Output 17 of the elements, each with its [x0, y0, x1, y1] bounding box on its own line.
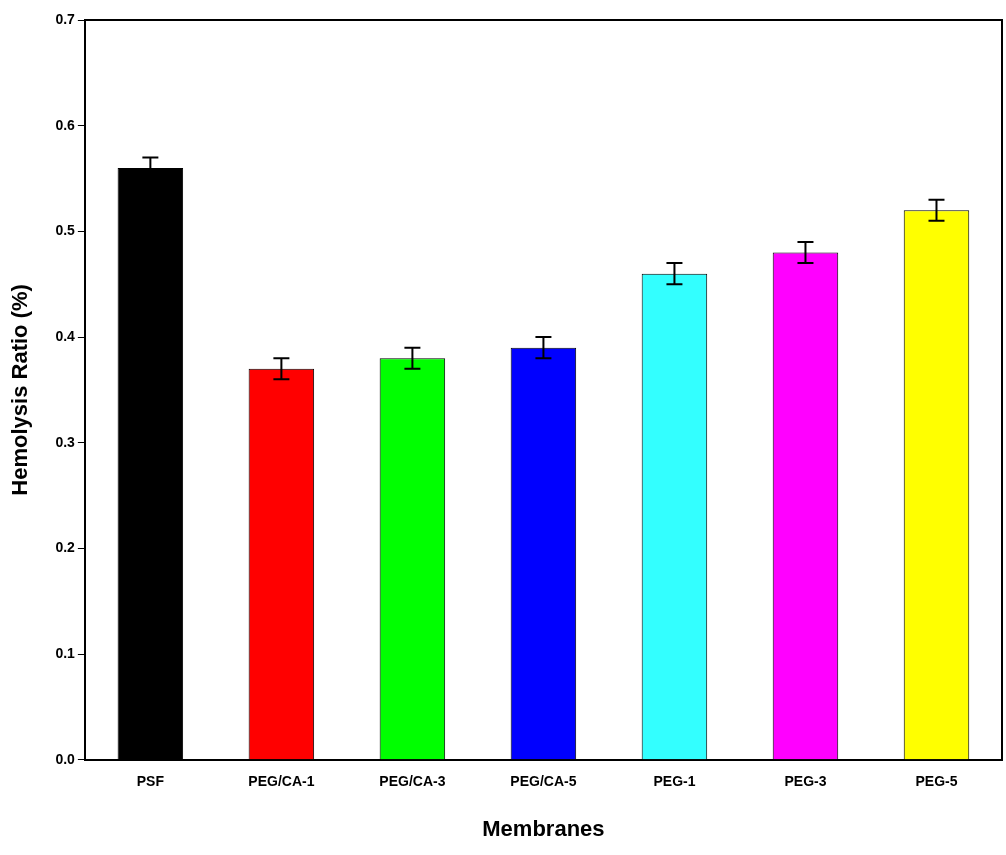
x-tick-label: PEG/CA-5	[510, 773, 577, 790]
y-tick-label: 0.6	[55, 116, 76, 133]
x-tick-label: PEG/CA-1	[248, 773, 315, 790]
x-tick-label: PEG-5	[915, 773, 958, 790]
y-tick-label: 0.1	[55, 644, 76, 661]
x-tick-label: PEG/CA-3	[379, 773, 446, 790]
x-tick-label: PEG-3	[784, 773, 827, 790]
y-tick-label: 0.3	[55, 433, 76, 450]
x-tick-label: PEG-1	[653, 773, 696, 790]
y-tick-label: 0.2	[55, 539, 76, 556]
y-tick-label: 0.4	[55, 327, 76, 344]
y-tick-label: 0.5	[55, 222, 76, 239]
y-tick-label: 0.7	[55, 10, 76, 27]
y-axis-title: Hemolysis Ratio (%)	[7, 284, 33, 496]
x-tick-label: PSF	[136, 773, 165, 790]
x-axis-title: Membranes	[482, 815, 605, 841]
y-tick-label: 0.0	[55, 750, 76, 767]
